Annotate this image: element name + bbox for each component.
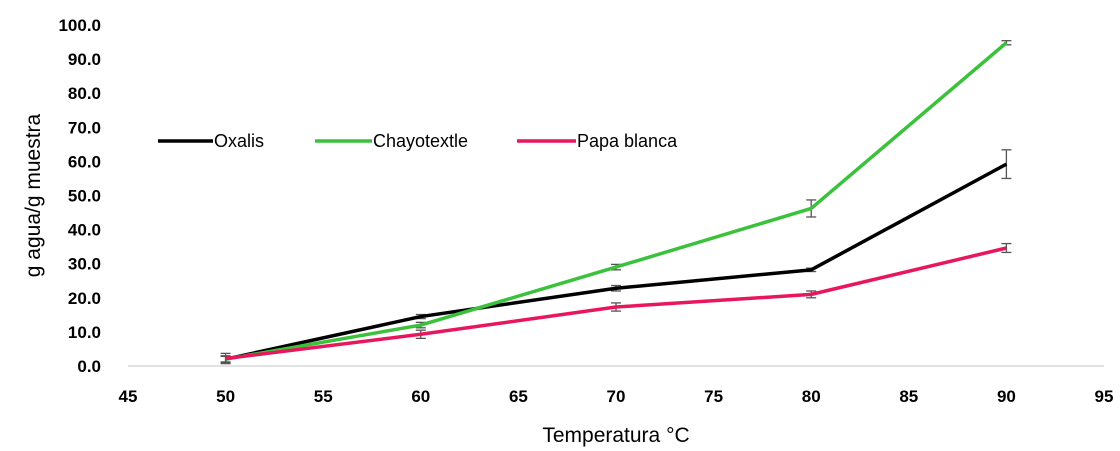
legend-label: Oxalis [214, 131, 264, 151]
error-bar [1001, 149, 1012, 180]
legend-label: Chayotextle [373, 131, 468, 151]
y-tick-label: 60.0 [68, 152, 101, 171]
x-tick-label: 70 [607, 387, 626, 406]
y-tick-label: 30.0 [68, 255, 101, 274]
x-tick-label: 80 [802, 387, 821, 406]
y-tick-label: 20.0 [68, 289, 101, 308]
y-tick-label: 100.0 [58, 16, 101, 35]
y-tick-label: 70.0 [68, 118, 101, 137]
y-tick-label: 80.0 [68, 84, 101, 103]
y-axis-title: g agua/g muestra [22, 113, 45, 277]
x-tick-label: 95 [1095, 387, 1114, 406]
y-axis-ticks: 0.0 10.0 20.0 30.0 40.0 50.0 60.0 70.0 80.0 90.0 1… [58, 16, 101, 376]
y-tick-label: 0.0 [77, 357, 101, 376]
series-lines [225, 41, 1008, 361]
x-tick-label: 60 [411, 387, 430, 406]
series-line-oxalis [225, 162, 1008, 361]
y-tick-label: 90.0 [68, 50, 101, 69]
legend-label: Papa blanca [577, 131, 678, 151]
x-tick-label: 75 [704, 387, 723, 406]
series-line-chayotextle [225, 41, 1008, 361]
series-line-papa-blanca [225, 246, 1007, 361]
x-tick-label: 50 [216, 387, 235, 406]
legend-item: Papa blanca [517, 131, 678, 151]
y-tick-label: 10.0 [68, 323, 101, 342]
legend-item: Chayotextle [315, 131, 468, 151]
legend-item: Oxalis [158, 131, 264, 151]
x-axis-title: Temperatura °C [542, 424, 689, 447]
x-tick-label: 55 [314, 387, 333, 406]
x-tick-label: 90 [997, 387, 1016, 406]
y-tick-label: 40.0 [68, 221, 101, 240]
x-tick-label: 85 [899, 387, 918, 406]
x-tick-label: 45 [119, 387, 138, 406]
y-tick-label: 50.0 [68, 187, 101, 206]
error-bars [220, 40, 1012, 365]
x-tick-label: 65 [509, 387, 528, 406]
legend: Oxalis Chayotextle Papa blanca [158, 131, 678, 151]
x-axis-ticks: 45 50 55 60 65 70 75 80 85 90 95 [119, 387, 1114, 406]
